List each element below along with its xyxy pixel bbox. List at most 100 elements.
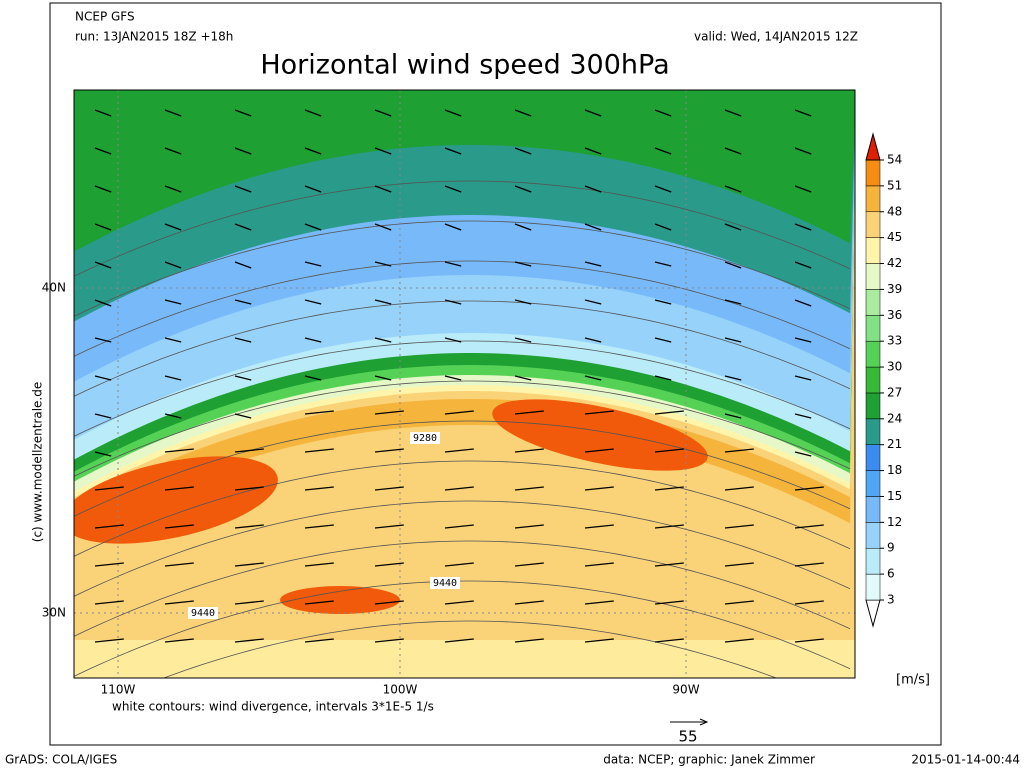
wind-arrow (444, 410, 474, 415)
contour-label-box (410, 432, 440, 444)
wind-arrow (374, 638, 404, 643)
wind-arrow (654, 223, 672, 231)
wind-arrow (374, 147, 392, 155)
colorbar-label: 48 (887, 204, 902, 218)
wind-arrow (514, 337, 532, 343)
wind-arrow (94, 600, 124, 605)
wind-arrow (654, 375, 672, 381)
wind-arrow (444, 638, 474, 643)
lat-label: 40N (42, 281, 66, 295)
wind-arrow (164, 223, 182, 231)
contour-label-box (188, 607, 218, 619)
wind-arrow (304, 524, 334, 529)
wind-arrow (94, 223, 112, 231)
wind-arrow (514, 375, 532, 381)
colorbar-label: 33 (887, 334, 902, 348)
wind-arrow (164, 299, 182, 305)
wind-arrow (304, 109, 322, 117)
wind-arrow (794, 375, 812, 381)
wind-arrow (234, 261, 252, 269)
wind-arrow (794, 337, 812, 343)
map (74, 90, 855, 678)
wind-arrow (584, 448, 614, 453)
wind-arrow (444, 600, 474, 605)
wind-arrow (794, 600, 824, 605)
wind-arrow (374, 337, 392, 343)
valid: valid: Wed, 14JAN2015 12Z (694, 30, 858, 44)
wind-arrow (234, 109, 252, 117)
wind-arrow (654, 299, 672, 305)
wind-arrow (94, 486, 124, 491)
wind-arrow (94, 147, 112, 155)
wind-arrow (94, 299, 112, 307)
wind-arrow (794, 185, 812, 193)
colorbar-box (865, 547, 881, 575)
height-contour (74, 460, 851, 557)
contour-label-box (430, 577, 460, 589)
wind-arrow (584, 486, 614, 491)
wind-arrow (234, 375, 252, 381)
wind-arrow (164, 261, 182, 269)
wind-arrow (584, 337, 602, 343)
colorbar-end (865, 599, 881, 628)
height-contour (74, 380, 851, 477)
wind-arrow (654, 337, 672, 343)
wind-arrow (164, 524, 194, 529)
colorbar-label: 24 (887, 411, 902, 425)
wind-arrow (164, 638, 194, 643)
height-contour (74, 340, 851, 437)
wind-arrow (374, 261, 392, 267)
wind-arrow (444, 261, 462, 267)
colorbar-box (865, 470, 881, 497)
height-contour (74, 220, 851, 317)
wind-arrow (654, 109, 672, 117)
colorbar-label: 30 (887, 360, 902, 374)
wind-arrow (164, 486, 194, 491)
colorbar-label: 45 (887, 230, 902, 244)
wind-arrow (94, 185, 112, 193)
colorbar-box (865, 185, 881, 213)
wind-arrow (164, 375, 182, 381)
caption: white contours: wind divergence, interva… (112, 700, 434, 714)
lon-label: 100W (383, 683, 418, 697)
wind-arrow (794, 413, 812, 419)
footer-left: GrADS: COLA/IGES (5, 753, 117, 767)
wind-arrow (654, 147, 672, 155)
wind-arrow (584, 600, 614, 605)
wind-arrow (94, 375, 112, 381)
wind-arrow (164, 448, 194, 453)
wind-arrow (374, 600, 404, 605)
colorbar-label: 51 (887, 178, 902, 192)
wind-arrow (94, 562, 124, 567)
wind-arrow (584, 223, 602, 231)
wind-arrow (164, 600, 194, 605)
wind-arrow (584, 185, 602, 193)
wind-arrow (444, 109, 462, 117)
colorbar-box (865, 340, 881, 368)
wind-arrow (374, 410, 404, 415)
wind-arrow (304, 448, 334, 453)
wind-arrow (234, 524, 264, 529)
wind-arrow (94, 451, 112, 457)
colorbar-label: 12 (887, 515, 902, 529)
wind-arrow (234, 185, 252, 193)
wind-arrow (724, 337, 742, 343)
wind-arrow (794, 524, 824, 529)
colorbar-label: 36 (887, 308, 902, 322)
colorbar-label: 42 (887, 256, 902, 270)
wind-arrow (654, 410, 684, 415)
wind-arrow (654, 448, 684, 453)
wind-arrow (164, 109, 182, 117)
wind-arrow (304, 185, 322, 193)
colorbar-box (865, 392, 881, 420)
wind-arrow (724, 448, 754, 453)
wind-arrow (584, 147, 602, 155)
copyright: (c) www.modellzentrale.de (31, 382, 45, 542)
wind-arrow (514, 410, 544, 415)
wind-arrow (514, 185, 532, 193)
colorbar-box (865, 159, 881, 187)
height-contour (74, 420, 851, 517)
wind-arrow (304, 486, 334, 491)
wind-arrow (304, 410, 334, 415)
